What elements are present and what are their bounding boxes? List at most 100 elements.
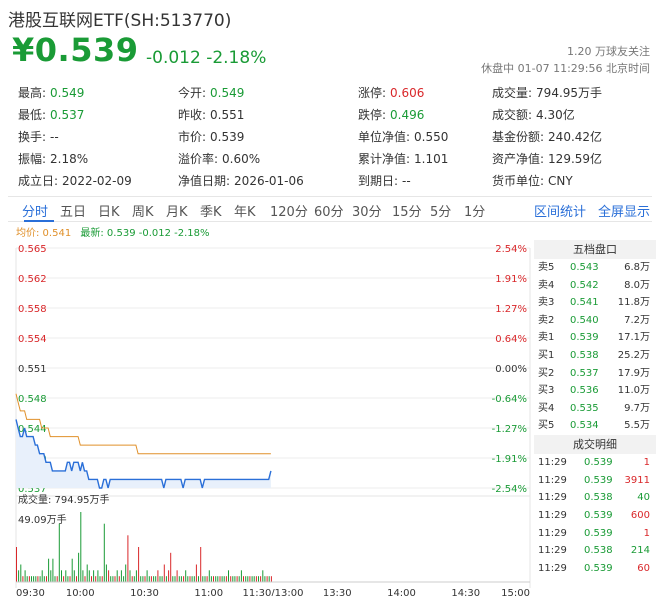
volume-bar (255, 576, 257, 582)
intraday-chart-svg[interactable]: 0.565 2.54% 0.562 1.91% 0.558 1.27% 0.554 0.64%… (0, 236, 535, 599)
tab-5[interactable]: 季K (200, 205, 222, 220)
volume-bar (120, 570, 122, 582)
tab-9[interactable]: 30分 (352, 205, 382, 220)
time-tick-label: 10:30 (130, 588, 159, 596)
order-book-level: 卖1 (538, 332, 555, 344)
volume-bar (150, 576, 152, 582)
volume-bar (180, 576, 182, 582)
volume-bar (110, 576, 112, 582)
order-book-volume: 17.9万 (617, 367, 650, 379)
price-tick-label: 0.565 (18, 244, 47, 255)
deal-row: 11:29 0.538 214 (534, 542, 656, 560)
tab-7[interactable]: 120分 (270, 205, 308, 220)
order-book-price: 0.536 (570, 385, 599, 397)
order-book-volume: 8.0万 (624, 279, 650, 291)
volume-bar (204, 576, 206, 582)
tab-12[interactable]: 1分 (464, 205, 486, 220)
tab-2[interactable]: 日K (98, 205, 120, 220)
volume-bar (159, 576, 161, 582)
tab-6[interactable]: 年K (234, 205, 256, 220)
volume-bar (103, 523, 105, 582)
volume-bar (225, 576, 227, 582)
tab-0[interactable]: 分时 (22, 205, 49, 220)
tab-1[interactable]: 五日 (60, 205, 87, 220)
volume-bar (65, 570, 67, 582)
volume-bar (230, 576, 232, 582)
intraday-chart[interactable]: 0.565 2.54% 0.562 1.91% 0.558 1.27% 0.554 0.64%… (0, 236, 535, 599)
legend-avg-price: 均价: 0.541 (16, 228, 72, 239)
current-price: ¥0.539 (12, 31, 139, 69)
stat-item: 到期日: -- (358, 172, 411, 190)
order-book-volume: 25.2万 (617, 349, 650, 361)
stat-value: 0.550 (414, 130, 449, 144)
volume-bar (33, 576, 35, 582)
price-change: -0.012 -2.18% (146, 48, 267, 68)
order-book-price: 0.539 (570, 332, 599, 344)
time-tick-label: 09:30 (16, 588, 45, 596)
volume-bar (260, 576, 262, 582)
stat-item: 最高: 0.549 (18, 84, 84, 102)
deal-time: 11:29 (538, 527, 567, 539)
order-book-price: 0.537 (570, 367, 599, 379)
price-tick-label: 0.551 (18, 364, 47, 375)
volume-bar (58, 523, 60, 582)
fullscreen-button[interactable]: 全屏显示 (598, 205, 651, 220)
volume-bar (78, 552, 80, 582)
volume-bar (174, 576, 176, 582)
volume-bar (202, 576, 204, 582)
volume-max-label: 49.09万手 (18, 513, 67, 526)
stat-value: 0.551 (210, 108, 245, 122)
tab-4[interactable]: 月K (166, 205, 188, 220)
volume-bar (18, 570, 20, 582)
price-tick-label: 0.554 (18, 334, 47, 345)
volume-bar (187, 576, 189, 582)
order-book-volume: 11.0万 (617, 385, 650, 397)
volume-bar (236, 576, 238, 582)
volume-bar (240, 570, 242, 582)
volume-bar (153, 576, 155, 582)
tab-10[interactable]: 15分 (392, 205, 422, 220)
volume-bar (125, 564, 127, 582)
volume-bar (144, 576, 146, 582)
stat-value: -- (402, 174, 411, 188)
volume-bar (76, 576, 77, 582)
order-book-level: 卖5 (538, 262, 555, 273)
order-book-volume: 11.8万 (617, 297, 650, 309)
time-tick-label: 15:00 (501, 588, 530, 596)
stat-value: 4.30亿 (536, 108, 575, 122)
volume-bar (221, 576, 223, 582)
volume-bar (157, 570, 159, 582)
stat-label: 振幅: (18, 152, 47, 166)
order-book-row: 卖5 0.543 6.8万 (534, 259, 656, 277)
tab-8[interactable]: 60分 (314, 205, 344, 220)
followers-count[interactable]: 1.20 万球友关注 (567, 45, 650, 58)
volume-bar (200, 547, 202, 582)
tab-3[interactable]: 周K (132, 205, 154, 220)
volume-bar (258, 576, 259, 582)
order-book-row: 买1 0.538 25.2万 (534, 347, 656, 365)
volume-bar (16, 547, 17, 582)
volume-bar (191, 576, 193, 582)
volume-bar (52, 558, 54, 582)
volume-bar (183, 576, 185, 582)
volume-bar (178, 576, 180, 582)
range-stats-button[interactable]: 区间统计 (534, 205, 587, 220)
deal-row: 11:29 0.539 1 (534, 454, 656, 472)
deal-price: 0.538 (584, 492, 613, 504)
volume-bar (73, 570, 75, 582)
volume-bar (142, 576, 144, 582)
stat-item: 今开: 0.549 (178, 84, 244, 102)
volume-bar (105, 564, 107, 582)
volume-bar (268, 576, 270, 582)
order-book-level: 买3 (538, 385, 555, 397)
tab-11[interactable]: 5分 (430, 205, 452, 220)
order-book-row: 卖2 0.540 7.2万 (534, 312, 656, 330)
deal-price: 0.539 (584, 563, 613, 575)
volume-bar (43, 576, 45, 582)
volume-bar (195, 564, 197, 582)
volume-bar (67, 576, 69, 582)
order-book-title: 五档盘口 (534, 240, 656, 259)
time-tick-label: 13:30 (323, 588, 352, 596)
volume-bar (264, 576, 266, 582)
latest-price-line (15, 419, 272, 489)
